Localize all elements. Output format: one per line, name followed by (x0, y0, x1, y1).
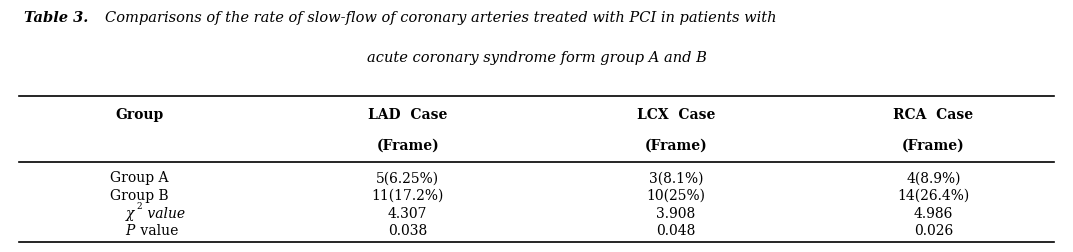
Text: acute coronary syndrome form group A and B: acute coronary syndrome form group A and… (367, 50, 706, 64)
Text: value: value (143, 206, 185, 220)
Text: 3.908: 3.908 (657, 206, 695, 220)
Text: P: P (124, 224, 134, 238)
Text: 0.026: 0.026 (914, 224, 953, 238)
Text: LAD  Case: LAD Case (368, 108, 447, 122)
Text: 2: 2 (136, 201, 142, 210)
Text: χ: χ (126, 206, 134, 220)
Text: Group B: Group B (111, 188, 168, 202)
Text: 10(25%): 10(25%) (647, 188, 705, 202)
Text: 0.048: 0.048 (657, 224, 695, 238)
Text: 4.307: 4.307 (388, 206, 427, 220)
Text: (Frame): (Frame) (902, 138, 965, 152)
Text: RCA  Case: RCA Case (894, 108, 973, 122)
Text: 3(8.1%): 3(8.1%) (649, 171, 703, 185)
Text: Comparisons of the rate of slow-flow of coronary arteries treated with PCI in pa: Comparisons of the rate of slow-flow of … (105, 11, 777, 25)
Text: 11(17.2%): 11(17.2%) (371, 188, 444, 202)
Text: Group A: Group A (111, 171, 168, 185)
Text: Table 3.: Table 3. (24, 11, 88, 25)
Text: 5(6.25%): 5(6.25%) (377, 171, 439, 185)
Text: value: value (136, 224, 178, 238)
Text: 4(8.9%): 4(8.9%) (907, 171, 960, 185)
Text: Group: Group (116, 108, 163, 122)
Text: 0.038: 0.038 (388, 224, 427, 238)
Text: 4.986: 4.986 (914, 206, 953, 220)
Text: (Frame): (Frame) (377, 138, 439, 152)
Text: LCX  Case: LCX Case (636, 108, 716, 122)
Text: 14(26.4%): 14(26.4%) (897, 188, 970, 202)
Text: (Frame): (Frame) (645, 138, 707, 152)
